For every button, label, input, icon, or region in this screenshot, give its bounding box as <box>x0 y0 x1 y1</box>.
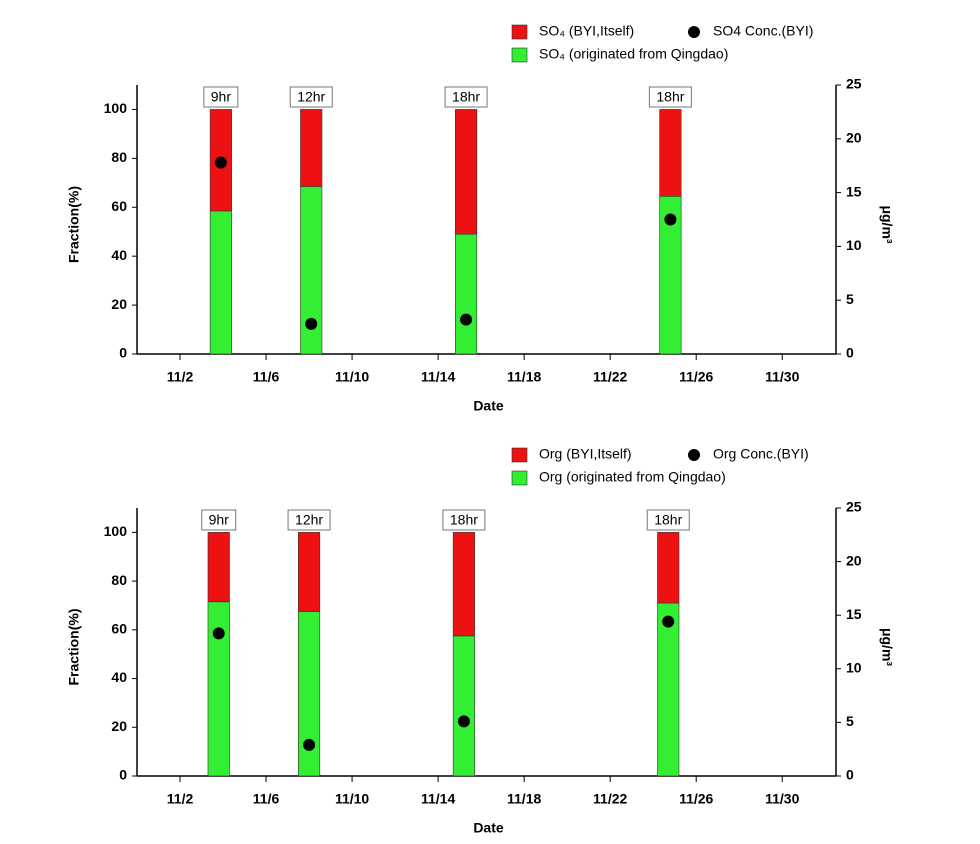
bar-segment <box>657 602 680 777</box>
y-axis-label: Fraction(%) <box>66 609 82 686</box>
annotation: 18hr <box>654 512 682 528</box>
x-tick-label: 11/6 <box>253 791 280 807</box>
legend-label: Org (originated from Qingdao) <box>539 469 726 485</box>
annotation: 9hr <box>209 512 230 528</box>
annotation-box <box>201 509 237 531</box>
y2-tick-label: 10 <box>846 237 862 253</box>
x-tick-label: 11/30 <box>765 369 799 385</box>
concentration-point <box>305 317 318 330</box>
legend-label: Org Conc.(BYI) <box>713 446 809 462</box>
bar-segment <box>452 635 475 777</box>
y-tick-label: 80 <box>111 149 127 165</box>
y-tick-label: 40 <box>111 669 127 685</box>
annotation: 12hr <box>297 89 325 105</box>
annotation-box <box>289 86 333 108</box>
bar-segment <box>207 532 230 603</box>
y-tick-label: 100 <box>104 523 128 539</box>
x-tick-label: 11/2 <box>167 791 194 807</box>
y2-axis-label: μg/m³ <box>879 628 895 666</box>
y2-tick-label: 15 <box>846 183 862 199</box>
legend-label: SO₄ (BYI,Itself) <box>539 23 634 39</box>
concentration-point <box>457 715 470 728</box>
y-tick-label: 0 <box>119 345 127 361</box>
x-tick-label: 11/14 <box>421 791 455 807</box>
bar-segment <box>300 109 323 187</box>
y2-tick-label: 5 <box>846 291 854 307</box>
legend-marker <box>688 449 700 461</box>
y-tick-label: 20 <box>111 296 127 312</box>
concentration-point <box>212 627 225 640</box>
y2-tick-label: 5 <box>846 713 854 729</box>
x-tick-label: 11/22 <box>593 369 627 385</box>
y2-tick-label: 20 <box>846 552 862 568</box>
y2-tick-label: 20 <box>846 130 862 146</box>
bar-segment <box>209 210 232 355</box>
x-tick-label: 11/18 <box>507 369 541 385</box>
annotation-box <box>442 509 486 531</box>
bar-segment <box>659 109 682 197</box>
concentration-point <box>664 213 677 226</box>
y-tick-label: 0 <box>119 767 127 783</box>
annotation: 18hr <box>450 512 478 528</box>
annotation-box <box>287 509 331 531</box>
concentration-point <box>303 738 316 751</box>
x-tick-label: 11/10 <box>335 791 369 807</box>
y2-tick-label: 10 <box>846 660 862 676</box>
y2-tick-label: 15 <box>846 606 862 622</box>
y-tick-label: 40 <box>111 247 127 263</box>
y-tick-label: 80 <box>111 572 127 588</box>
bar-segment <box>452 532 475 637</box>
y-tick-label: 100 <box>104 100 128 116</box>
concentration-point <box>460 313 473 326</box>
chart: 0 20 40 60 80 100 0 5 10 15 20 25 11/2 11/6 11/10 11/14… <box>66 446 896 836</box>
legend-swatch <box>511 24 528 40</box>
annotation: 18hr <box>656 89 684 105</box>
x-tick-label: 11/2 <box>167 369 194 385</box>
concentration-point <box>214 156 227 169</box>
legend-label: SO₄ (originated from Qingdao) <box>539 46 728 62</box>
legend-marker <box>688 26 700 38</box>
annotation-box <box>646 509 690 531</box>
concentration-point <box>662 615 675 628</box>
legend-label: Org (BYI,Itself) <box>539 446 632 462</box>
bar-segment <box>657 532 680 604</box>
x-tick-label: 11/26 <box>679 369 713 385</box>
x-axis-label: Date <box>473 398 504 414</box>
x-axis-label: Date <box>473 820 504 836</box>
x-tick-label: 11/22 <box>593 791 627 807</box>
annotation: 12hr <box>295 512 323 528</box>
y2-axis-label: μg/m³ <box>879 205 895 243</box>
x-tick-label: 11/26 <box>679 791 713 807</box>
annotation: 18hr <box>452 89 480 105</box>
chart: 0 20 40 60 80 100 0 5 10 15 20 25 11/2 11/6 11/10 11/14… <box>66 23 896 414</box>
bar-segment <box>298 532 321 612</box>
annotation: 9hr <box>211 89 232 105</box>
x-tick-label: 11/6 <box>253 369 280 385</box>
x-tick-label: 11/18 <box>507 791 541 807</box>
y2-tick-label: 25 <box>846 76 862 92</box>
bar-segment <box>455 233 478 355</box>
legend-swatch <box>511 47 528 63</box>
y-tick-label: 60 <box>111 198 127 214</box>
annotation-box <box>203 86 239 108</box>
y-tick-label: 20 <box>111 718 127 734</box>
x-tick-label: 11/30 <box>765 791 799 807</box>
legend-swatch <box>511 470 528 486</box>
y2-tick-label: 0 <box>846 345 854 361</box>
annotation-box <box>444 86 488 108</box>
legend-label: SO4 Conc.(BYI) <box>713 23 813 39</box>
annotation-box <box>648 86 692 108</box>
y2-tick-label: 25 <box>846 499 862 515</box>
y-tick-label: 60 <box>111 621 127 637</box>
bar-segment <box>455 109 478 235</box>
y2-tick-label: 0 <box>846 767 854 783</box>
legend-swatch <box>511 447 528 463</box>
x-tick-label: 11/10 <box>335 369 369 385</box>
y-axis-label: Fraction(%) <box>66 186 82 263</box>
x-tick-label: 11/14 <box>421 369 455 385</box>
bar-segment <box>298 611 321 777</box>
